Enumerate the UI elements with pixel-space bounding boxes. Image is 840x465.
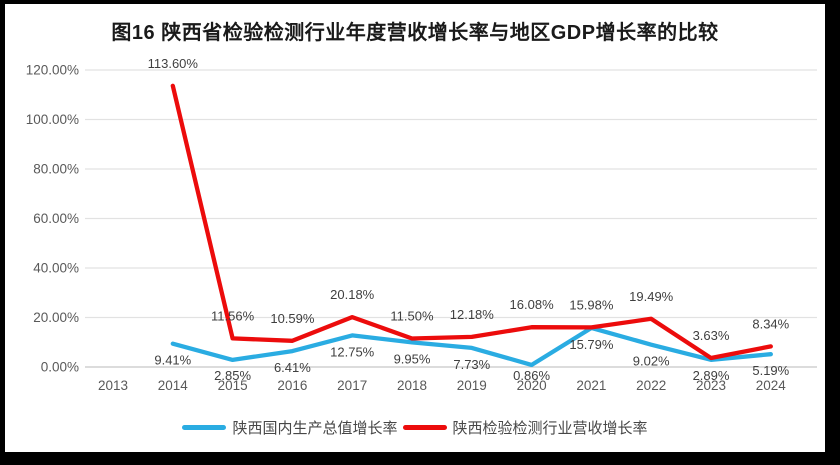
y-axis-tick-label: 60.00%: [33, 211, 79, 226]
data-label-series-1: 16.08%: [510, 297, 555, 312]
legend-item-0: 陕西国内生产总值增长率: [182, 417, 398, 438]
series-line-1: [170, 83, 773, 361]
x-axis-year-label: 2018: [397, 378, 427, 393]
legend-label-1: 陕西检验检测行业营收增长率: [452, 420, 648, 437]
data-label-series-1: 20.18%: [330, 287, 375, 302]
data-label-series-0: 6.41%: [274, 360, 311, 375]
y-axis-tick-label: 120.00%: [26, 63, 79, 78]
chart-canvas: 0.00% 20.00% 40.00% 60.00% 80.00% 100.00% 120.…: [5, 4, 825, 452]
x-axis-year-label: 2017: [337, 378, 367, 393]
legend-item-1: 陕西检验检测行业营收增长率: [402, 417, 648, 438]
data-label-series-0: 9.95%: [394, 351, 431, 366]
data-label-series-0: 2.85%: [214, 368, 251, 383]
data-label-series-1: 10.59%: [270, 311, 315, 326]
y-axis-tick-label: 20.00%: [33, 310, 79, 325]
chart-title: 图16 陕西省检验检测行业年度营收增长率与地区GDP增长率的比较: [111, 22, 719, 44]
y-axis-tick-label: 0.00%: [41, 360, 79, 375]
data-label-series-1: 3.63%: [693, 328, 730, 343]
data-label-series-0: 9.02%: [633, 354, 670, 369]
x-axis-year-label: 2021: [576, 378, 606, 393]
data-label-series-0: 7.73%: [453, 357, 490, 372]
x-axis-year-label: 2020: [517, 378, 547, 393]
data-label-series-0: 12.75%: [330, 344, 375, 359]
data-label-series-1: 12.18%: [450, 307, 495, 322]
y-axis-tick-label: 80.00%: [33, 162, 79, 177]
legend-line-swatch-0: [182, 425, 227, 430]
x-axis-year-label: 2024: [756, 378, 787, 393]
series-line-0: [170, 325, 773, 368]
x-axis-year-label: 2016: [277, 378, 307, 393]
data-label-series-0: 5.19%: [752, 363, 789, 378]
legend: 陕西国内生产总值增长率 陕西检验检测行业营收增长率: [5, 417, 825, 438]
legend-line-swatch-1: [402, 425, 447, 430]
data-label-series-1: 8.34%: [752, 316, 789, 331]
x-axis-year-label: 2013: [98, 378, 128, 393]
data-label-series-1: 19.49%: [629, 289, 674, 304]
y-axis-tick-label: 40.00%: [33, 261, 79, 276]
x-axis-year-label: 2019: [457, 378, 487, 393]
data-label-series-1: 11.50%: [390, 309, 434, 324]
data-label-series-1: 15.98%: [569, 297, 614, 312]
data-label-series-0: 9.41%: [154, 353, 191, 368]
x-axis-year-label: 2015: [218, 378, 248, 393]
x-axis-year-label: 2023: [696, 378, 726, 393]
data-label-series-1: 113.60%: [148, 56, 199, 71]
data-label-series-0: 0.86%: [513, 368, 550, 383]
x-axis-year-label: 2022: [636, 378, 666, 393]
plot-area: 0.00% 20.00% 40.00% 60.00% 80.00% 100.00% 120.…: [26, 56, 817, 393]
data-label-series-1: 11.56%: [211, 308, 255, 323]
y-axis-tick-label: 100.00%: [26, 112, 79, 127]
data-label-series-0: 2.89%: [693, 368, 730, 383]
x-axis-year-label: 2014: [158, 378, 189, 393]
legend-label-0: 陕西国内生产总值增长率: [232, 420, 398, 437]
data-label-series-0: 15.79%: [569, 337, 614, 352]
